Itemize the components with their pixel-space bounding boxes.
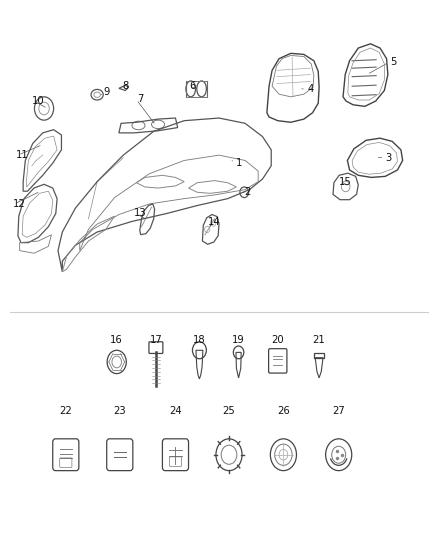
Text: 18: 18	[193, 335, 206, 345]
Text: 15: 15	[339, 176, 352, 187]
Text: 5: 5	[390, 58, 396, 67]
Text: 16: 16	[110, 335, 123, 345]
Text: 12: 12	[12, 199, 25, 209]
Text: 14: 14	[208, 217, 221, 227]
Text: 27: 27	[332, 406, 345, 416]
Text: 10: 10	[32, 96, 45, 106]
Text: 23: 23	[113, 406, 126, 416]
Text: 17: 17	[149, 335, 162, 345]
Text: 9: 9	[103, 86, 110, 96]
Text: 25: 25	[223, 406, 235, 416]
Text: 1: 1	[235, 158, 242, 168]
Text: 3: 3	[385, 153, 392, 163]
Text: 22: 22	[60, 406, 72, 416]
Text: 6: 6	[190, 81, 196, 91]
Text: 21: 21	[313, 335, 325, 345]
Text: 19: 19	[232, 335, 245, 345]
Text: 4: 4	[307, 84, 314, 94]
Text: 11: 11	[16, 150, 28, 160]
Text: 13: 13	[134, 208, 147, 219]
Text: 8: 8	[122, 81, 128, 91]
Text: 24: 24	[169, 406, 182, 416]
Text: 26: 26	[277, 406, 290, 416]
Text: 20: 20	[272, 335, 284, 345]
Text: 2: 2	[244, 187, 251, 197]
Text: 7: 7	[138, 94, 144, 104]
